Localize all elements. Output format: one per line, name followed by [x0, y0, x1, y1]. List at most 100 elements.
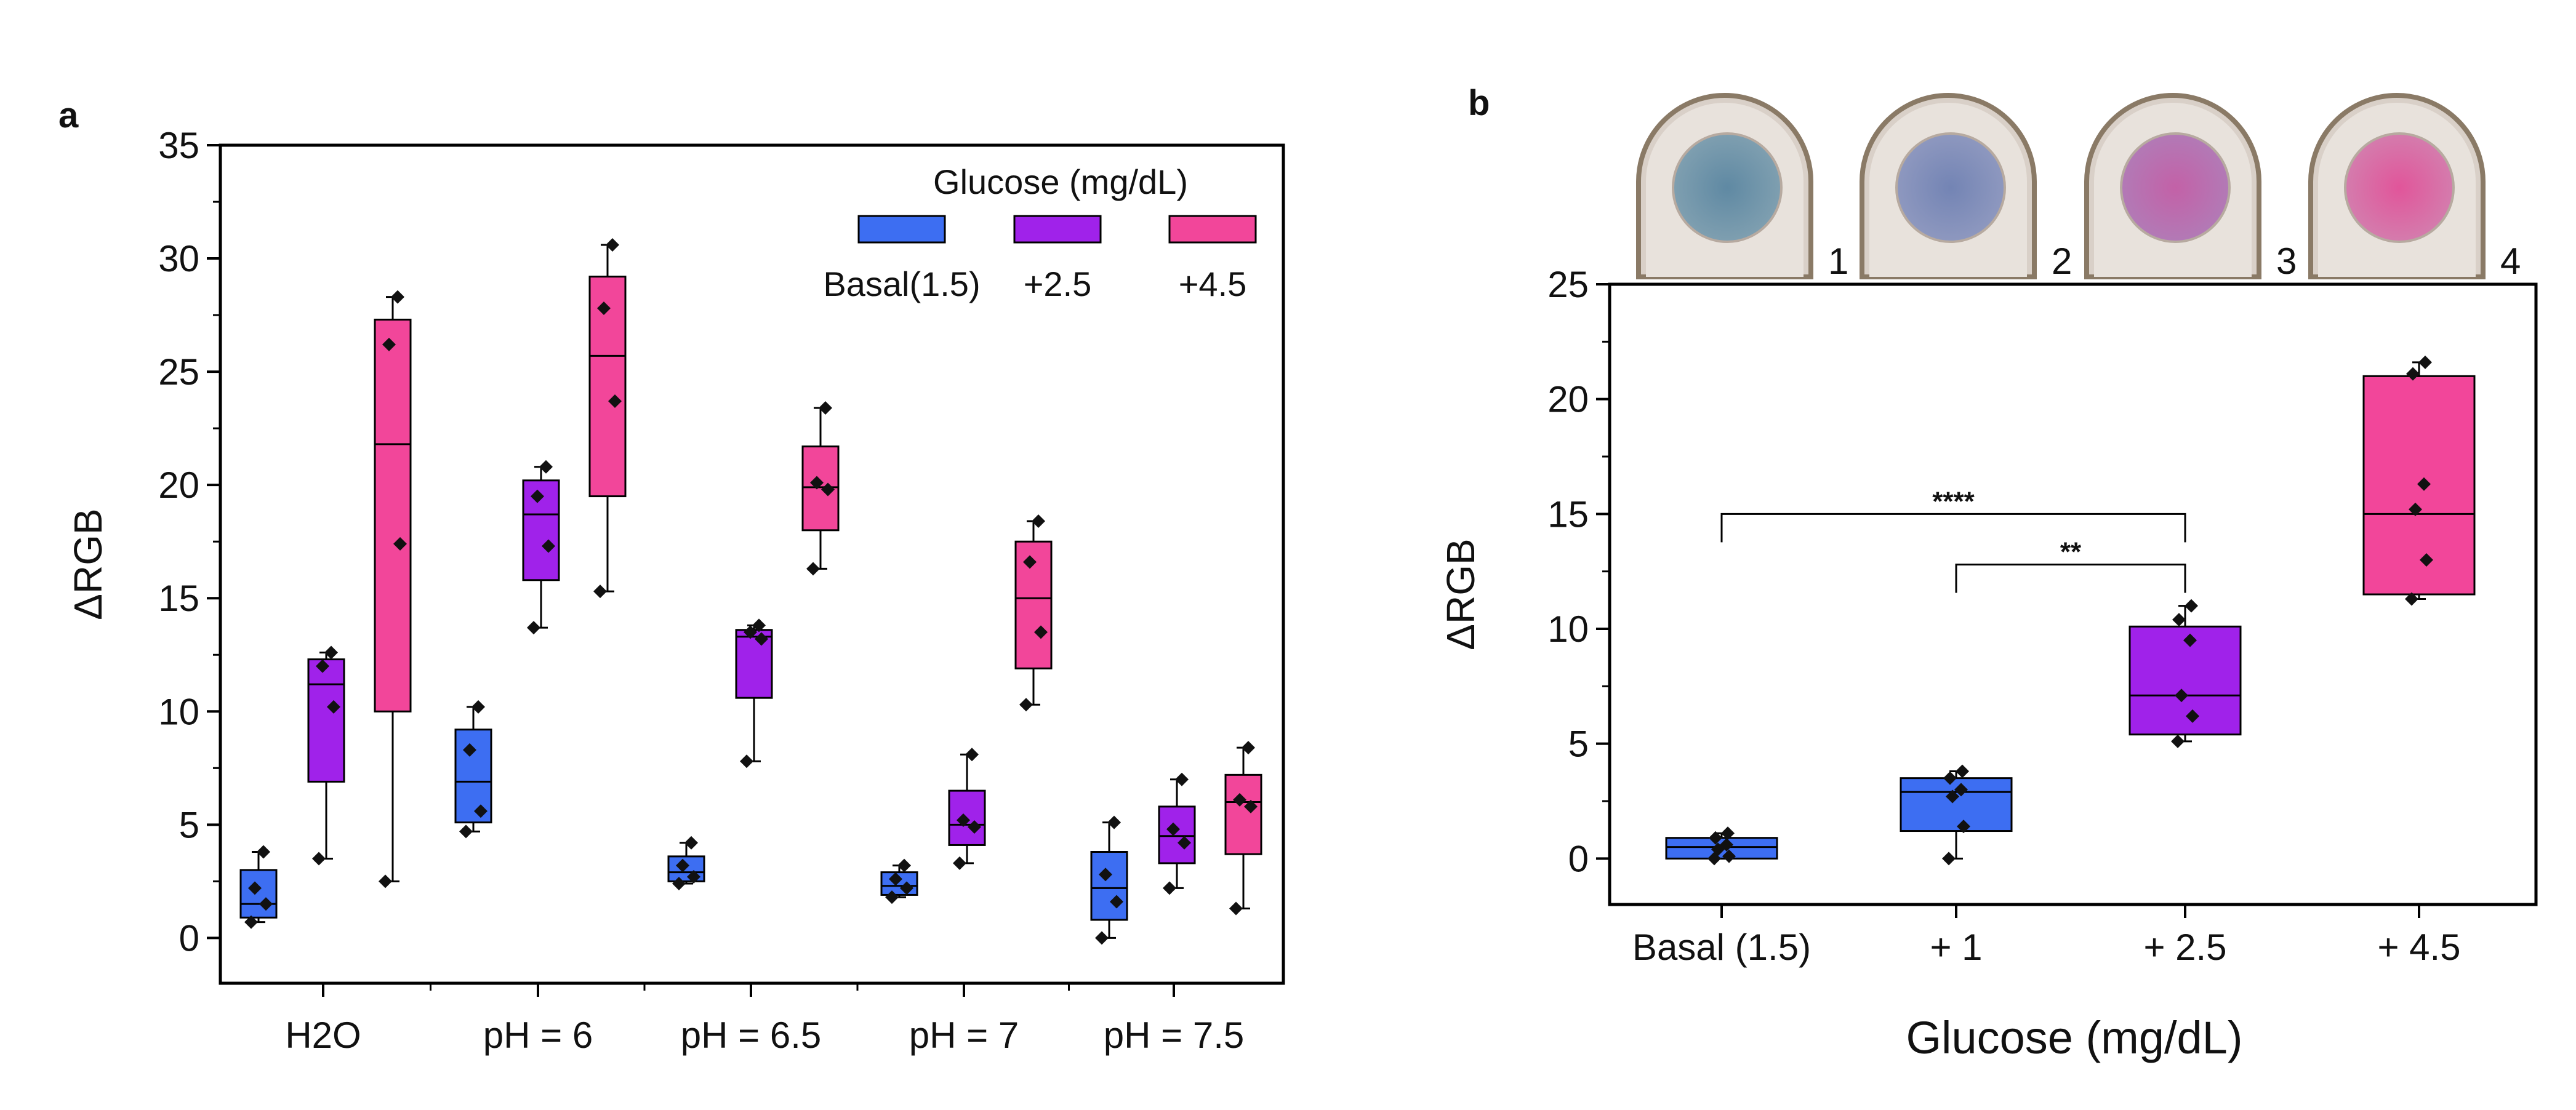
a-box-s0-c2-point: [672, 877, 686, 891]
significance-bracket: [1720, 513, 2186, 543]
a-box-s2-c1-box: [588, 276, 627, 498]
y-tick-label: 10: [1547, 609, 1589, 650]
a-box-s2-c4-point: [1229, 901, 1243, 916]
a-box-s0-c4-point: [1095, 931, 1109, 945]
a-box-s2-c2-point: [806, 562, 820, 576]
chart-b: 1 2 3 4 0 5 10 15 20 25 Basal (1.5) + 1 + 2.5 + 4.5…: [1438, 93, 2538, 1063]
b-box-3-point: [2405, 592, 2418, 606]
b-box-0-point: [1722, 849, 1736, 863]
b-box-3-point: [2418, 355, 2432, 369]
a-box-s0-c2-point: [687, 869, 700, 884]
a-box-s0-c0-point: [244, 915, 258, 929]
b-box-2-point: [2185, 599, 2198, 613]
a-box-s2-c1-point: [597, 301, 611, 316]
legend-swatch-basal: [857, 215, 946, 244]
b-box-2-box: [2129, 625, 2242, 736]
a-box-s2-c0-point: [393, 537, 407, 551]
a-box-s1-c4-point: [1175, 772, 1189, 786]
a-box-s2-c2-point: [819, 401, 832, 415]
b-box-0-point: [1709, 831, 1722, 845]
a-box-s1-c3-point: [968, 820, 981, 834]
a-box-s0-c4-box: [1090, 850, 1128, 921]
y-tick-label: 0: [1568, 838, 1589, 879]
a-box-s1-c4-point: [1163, 881, 1176, 895]
well-number-3: 3: [2276, 241, 2297, 282]
a-box-s2-c0-point: [382, 337, 396, 351]
y-tick-label: 0: [179, 917, 199, 959]
x-tick-label: Basal (1.5): [1632, 927, 1811, 968]
b-box-1-point: [1942, 852, 1956, 866]
a-box-s1-c4-point: [1178, 836, 1191, 850]
a-box-s1-c3-point: [957, 813, 970, 827]
legend-entry-plus-4-5: +4.5: [1179, 265, 1247, 303]
a-box-s2-c2-point: [821, 482, 835, 497]
b-box-1-box: [1900, 777, 2013, 833]
b-box-0-point: [1720, 837, 1733, 852]
chart-b-y-axis: 0 5 10 15 20 25: [1547, 264, 1610, 879]
a-box-s2-c2-point: [810, 476, 824, 490]
chart-b-y-label: ΔRGB: [1438, 538, 1483, 650]
a-box-s0-c2-point: [684, 836, 698, 850]
a-box-s1-c2-box: [735, 629, 773, 699]
a-box-s0-c1-point: [474, 804, 488, 818]
a-box-s0-c0-box: [239, 869, 278, 919]
a-box-s0-c0-point: [248, 881, 262, 895]
a-box-s1-c1-point: [527, 621, 540, 635]
test-strip-wells: 1 2 3 4: [1636, 93, 2521, 282]
a-box-s1-c1-point: [542, 539, 555, 553]
test-well-spot-1: [1672, 132, 1783, 243]
a-box-s2-c1-point: [593, 585, 607, 599]
y-tick-label: 30: [158, 238, 199, 279]
y-tick-label: 5: [1568, 724, 1589, 765]
a-box-s1-c0-point: [327, 700, 340, 714]
a-box-s1-c3-point: [953, 856, 966, 870]
a-box-s1-c2-point: [740, 754, 753, 769]
b-box-3-point: [2406, 367, 2420, 381]
x-tick-label: pH = 6: [483, 1015, 593, 1056]
a-box-s0-c1-box: [454, 729, 492, 824]
legend-entry-basal: Basal(1.5): [823, 265, 980, 303]
a-box-s2-c3-point: [1034, 625, 1048, 639]
legend-swatch-plus-4-5: [1168, 215, 1257, 244]
x-tick-label: + 1: [1930, 927, 1982, 968]
a-box-s2-c0-point: [391, 290, 404, 304]
b-box-2-point: [2171, 734, 2185, 748]
chart-b-frame: [1608, 282, 2538, 906]
b-box-1-point: [1946, 789, 1959, 804]
a-box-s1-c1-point: [539, 460, 553, 474]
a-box-s0-c2-point: [676, 858, 689, 872]
a-box-s2-c3-point: [1019, 698, 1033, 712]
a-box-s0-c1-point: [459, 825, 473, 839]
chart-b-x-axis: Basal (1.5) + 1 + 2.5 + 4.5: [1632, 904, 2461, 968]
chart-a-boxes: [239, 238, 1262, 945]
b-box-0-point: [1721, 826, 1735, 840]
significance-bracket: [1955, 563, 2186, 593]
well-number-2: 2: [2052, 241, 2072, 282]
b-box-1-point: [1956, 764, 1969, 778]
panel-b-label: b: [1468, 83, 1490, 123]
y-tick-label: 25: [1547, 264, 1589, 305]
y-tick-label: 20: [1547, 379, 1589, 420]
a-box-s1-c1-box: [522, 479, 560, 581]
a-box-s2-c4-point: [1244, 799, 1258, 813]
b-box-2-point: [2183, 633, 2197, 647]
a-box-s0-c1-point: [463, 743, 476, 757]
y-tick-label: 25: [158, 351, 199, 393]
a-box-s2-c4-point: [1233, 793, 1246, 807]
a-box-s0-c0-point: [259, 897, 273, 911]
a-box-s2-c0-point: [379, 874, 392, 888]
chart-b-boxes: [1665, 355, 2476, 866]
b-box-3-point: [2420, 553, 2433, 567]
b-box-1-point: [1954, 783, 1968, 797]
a-box-s1-c0-point: [324, 645, 338, 660]
y-tick-label: 5: [179, 804, 199, 845]
b-box-1-point: [1943, 771, 1957, 785]
y-tick-label: 20: [158, 465, 199, 506]
a-box-s1-c2-point: [744, 625, 757, 639]
a-box-s2-c0-box: [374, 318, 412, 713]
b-box-1-point: [1957, 820, 1970, 834]
legend-title: Glucose (mg/dL): [933, 162, 1188, 201]
a-box-s1-c3-point: [965, 748, 979, 762]
a-box-s0-c3-point: [889, 872, 902, 886]
